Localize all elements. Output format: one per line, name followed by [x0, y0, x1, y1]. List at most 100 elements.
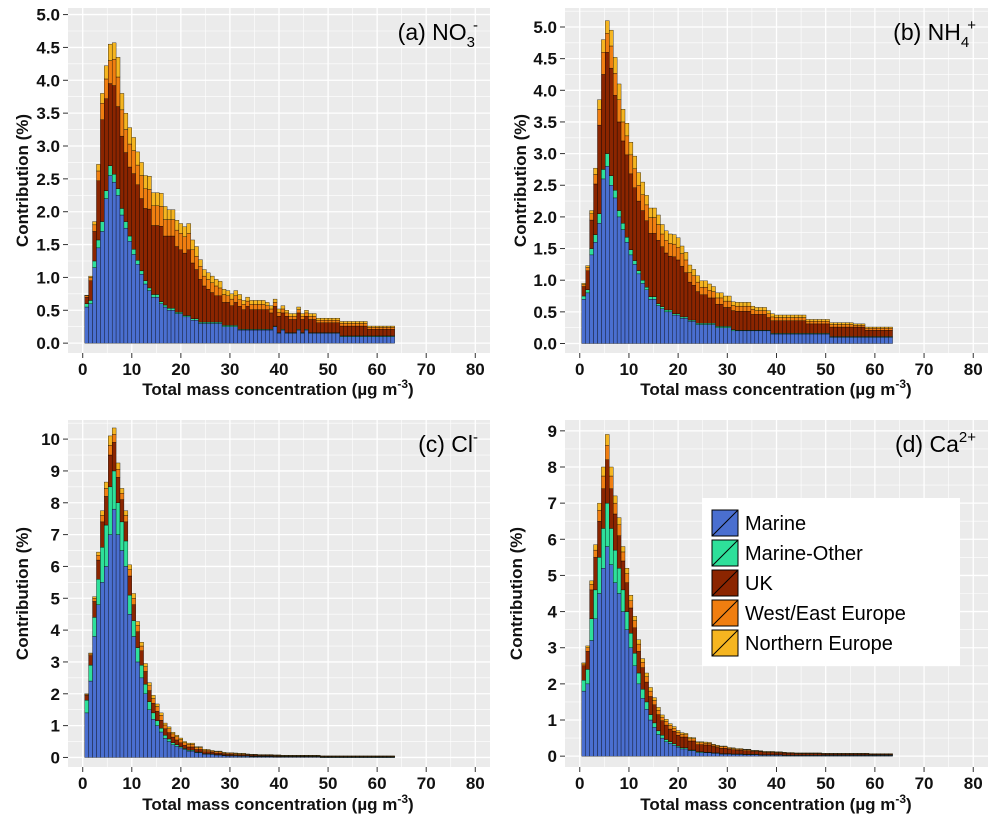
bar-marine	[147, 709, 152, 758]
bar-marine-other	[131, 620, 136, 637]
x-axis-title-end: )	[906, 795, 912, 814]
bar-uk	[660, 246, 665, 307]
bar-west-east-europe	[675, 247, 681, 261]
bar-marine	[656, 305, 661, 344]
y-tick-label: 2.5	[533, 176, 557, 195]
bar-west-east-europe	[178, 233, 183, 251]
bar-west-east-europe	[190, 744, 195, 748]
bar-northern-europe	[695, 275, 700, 283]
bar-west-east-europe	[695, 742, 700, 745]
bar-uk	[123, 152, 129, 222]
y-tick-label: 2.0	[36, 203, 60, 222]
panel-label-sub: 4	[961, 34, 969, 51]
bar-marine-other	[609, 175, 614, 186]
bar-uk	[801, 320, 807, 334]
bar-marine	[115, 195, 121, 344]
x-tick-label: 40	[270, 774, 289, 793]
bar-marine	[170, 310, 176, 344]
bar-uk	[221, 753, 227, 756]
bar-marine-other	[119, 521, 125, 551]
bar-marine-other	[178, 312, 183, 314]
bar-west-east-europe	[88, 653, 93, 656]
bar-uk	[601, 74, 606, 170]
bar-west-east-europe	[292, 316, 297, 320]
bar-northern-europe	[821, 319, 826, 322]
x-axis-title-main: Total mass concentration (µg m	[142, 380, 397, 399]
bar-marine	[159, 731, 164, 758]
bar-northern-europe	[339, 321, 344, 324]
bar-uk	[754, 314, 759, 331]
x-tick-label: 40	[767, 774, 786, 793]
bar-uk	[343, 325, 348, 337]
bar-uk	[664, 252, 669, 311]
bar-uk	[762, 314, 767, 331]
bar-west-east-europe	[269, 308, 274, 314]
bar-uk	[754, 751, 759, 755]
bar-northern-europe	[182, 741, 187, 743]
bar-marine-other	[727, 326, 732, 328]
bar-northern-europe	[731, 747, 736, 749]
legend-key	[711, 629, 739, 657]
bar-northern-europe	[214, 750, 219, 752]
bar-uk	[127, 575, 132, 596]
bar-west-east-europe	[170, 219, 176, 237]
bar-northern-europe	[790, 314, 795, 318]
bar-northern-europe	[884, 326, 889, 329]
bar-uk	[616, 121, 622, 211]
bar-northern-europe	[304, 755, 309, 756]
bar-uk	[119, 135, 125, 209]
bar-marine	[597, 593, 602, 757]
bar-northern-europe	[206, 272, 211, 280]
bar-northern-europe	[624, 123, 630, 137]
bar-west-east-europe	[711, 744, 716, 747]
bar-marine	[292, 333, 297, 344]
bar-west-east-europe	[210, 282, 215, 293]
bar-uk	[797, 320, 803, 334]
chart-d: 0 1 2 3 4 5 6 7 8 9 0 10 20 30 40 50 60 70 80 Total mass co…	[507, 420, 988, 814]
bar-northern-europe	[782, 314, 787, 318]
bar-uk	[762, 752, 767, 755]
bar-uk	[864, 330, 870, 337]
bar-northern-europe	[147, 682, 152, 686]
bar-marine	[92, 267, 97, 344]
bar-northern-europe	[92, 221, 97, 226]
bar-west-east-europe	[703, 286, 708, 295]
bar-northern-europe	[327, 755, 333, 757]
y-tick-label: 3	[548, 639, 557, 658]
bar-uk	[742, 750, 748, 755]
bar-marine	[644, 289, 649, 344]
bar-uk	[127, 166, 132, 237]
bar-uk	[711, 297, 716, 324]
bar-west-east-europe	[108, 445, 113, 456]
bar-marine-other	[609, 528, 614, 565]
bar-west-east-europe	[363, 323, 368, 327]
bar-northern-europe	[225, 290, 231, 297]
bar-marine	[386, 336, 392, 344]
bar-marine-other	[96, 578, 101, 605]
bar-uk	[656, 240, 661, 304]
bar-northern-europe	[801, 314, 807, 318]
y-tick-label: 3.5	[533, 113, 557, 132]
bar-northern-europe	[170, 732, 176, 735]
bar-northern-europe	[829, 753, 834, 754]
bar-marine-other	[605, 153, 610, 167]
y-tick-label: 4.5	[36, 38, 60, 57]
chart-b: 0.0 0.5 1.0 1.5 2.0 2.5 3.0 3.5 4.0 4.5 5.0 0 10 20 30…	[511, 8, 988, 399]
bar-northern-europe	[742, 302, 748, 307]
bar-marine-other	[628, 249, 634, 256]
bar-marine	[731, 330, 736, 344]
y-tick-label: 3.5	[36, 104, 60, 123]
x-tick-label: 60	[865, 774, 884, 793]
bar-west-east-europe	[233, 295, 238, 303]
bar-west-east-europe	[261, 304, 266, 310]
bar-west-east-europe	[104, 488, 109, 497]
bar-northern-europe	[288, 755, 293, 756]
bar-northern-europe	[320, 755, 325, 757]
panel-label: (d) Ca2+	[895, 429, 976, 457]
bar-marine-other	[108, 486, 113, 535]
bar-west-east-europe	[683, 734, 689, 738]
bar-northern-europe	[143, 175, 148, 189]
bar-northern-europe	[296, 755, 301, 756]
bar-west-east-europe	[378, 327, 384, 330]
bar-west-east-europe	[829, 324, 834, 328]
